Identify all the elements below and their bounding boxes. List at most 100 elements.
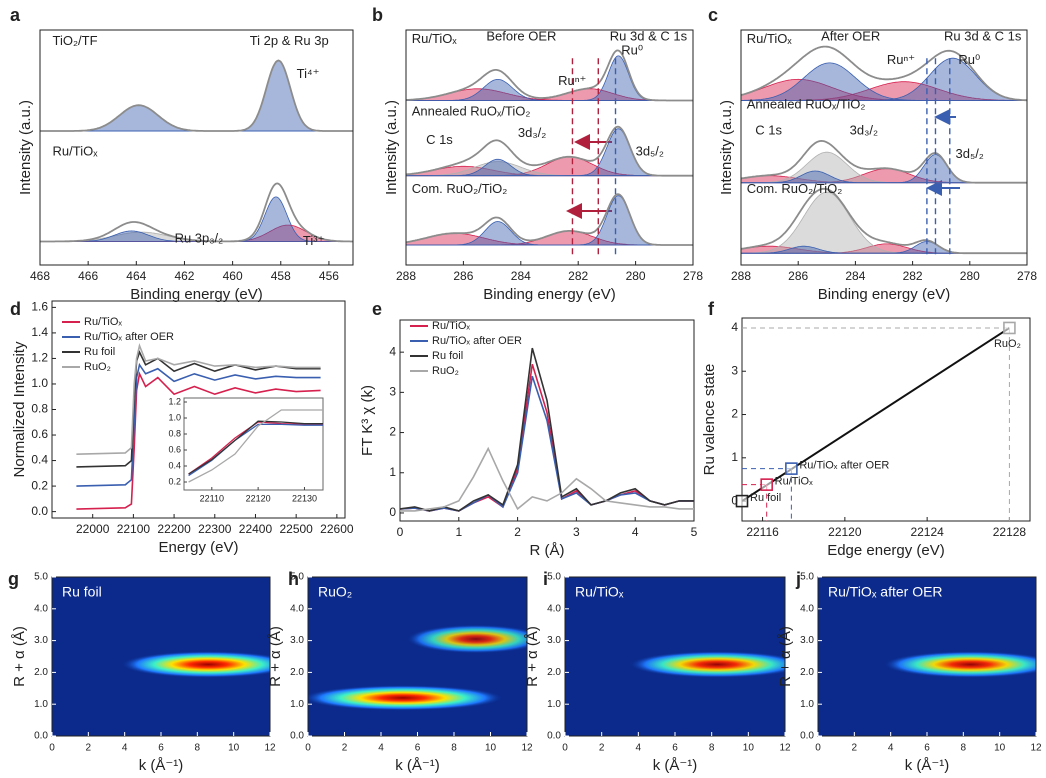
inset-y-tick-label: 1.0 xyxy=(168,412,181,422)
y-tick-label: 0.0 xyxy=(547,731,561,742)
x-tick-label: 8 xyxy=(961,743,967,754)
x-tick-label: 4 xyxy=(636,743,642,754)
y-tick-label: 2.0 xyxy=(290,667,304,678)
intensity-blob xyxy=(121,651,270,678)
x-tick-label: 10 xyxy=(228,743,240,754)
y-tick-label: 0.2 xyxy=(31,478,48,492)
y-tick-label: 1.0 xyxy=(31,376,48,390)
inset-y-tick-label: 0.2 xyxy=(168,476,181,486)
annotation: Ru 3d & C 1s xyxy=(610,28,688,43)
y-axis-label: R + α (Å) xyxy=(777,626,794,687)
heatmap xyxy=(818,577,1036,736)
y-tick-label: 4.0 xyxy=(290,603,304,614)
annotation: Ru 3p₃/₂ xyxy=(175,231,224,246)
y-tick-label: 4.0 xyxy=(34,603,48,614)
y-tick-label: 0.8 xyxy=(31,402,48,416)
annotation: Com. RuO₂/TiO₂ xyxy=(747,181,843,196)
annotation: 3d₃/₂ xyxy=(850,122,878,137)
heatmap xyxy=(565,577,785,736)
x-axis-label: R (Å) xyxy=(530,542,565,559)
x-tick-label: 284 xyxy=(511,269,531,283)
annotation: Ru/TiOₓ xyxy=(747,31,793,46)
x-tick-label: 1 xyxy=(455,525,462,539)
annotation: Ru/TiOₓ xyxy=(412,31,458,46)
data-point xyxy=(760,478,773,491)
legend-label: Ru/TiOₓ after OER xyxy=(432,335,522,347)
x-tick-label: 5 xyxy=(691,525,698,539)
y-axis-label: R + α (Å) xyxy=(267,626,284,687)
x-tick-label: 12 xyxy=(264,743,276,754)
x-tick-label: 0 xyxy=(49,743,55,754)
annotation: Ti³⁺ xyxy=(303,233,325,248)
panel-label: j xyxy=(795,569,801,589)
annotation: Ti 2p & Ru 3p xyxy=(250,33,329,48)
y-tick-label: 1.0 xyxy=(800,699,814,710)
x-tick-label: 22200 xyxy=(157,522,191,536)
x-tick-label: 12 xyxy=(521,743,533,754)
x-tick-label: 2 xyxy=(599,743,605,754)
y-tick-label: 1.4 xyxy=(31,325,48,339)
y-tick-label: 1.0 xyxy=(290,699,304,710)
y-tick-label: 5.0 xyxy=(800,572,814,583)
x-tick-label: 0 xyxy=(397,525,404,539)
legend-label: Ru foil xyxy=(84,346,115,358)
series-line xyxy=(76,371,321,510)
y-tick-label: 1.2 xyxy=(31,351,48,365)
y-tick-label: 1.0 xyxy=(34,699,48,710)
spectrum-envelope xyxy=(405,125,693,177)
point-label: Ru/TiOₓ after OER xyxy=(799,460,889,472)
x-tick-label: 22500 xyxy=(279,522,313,536)
x-tick-label: 460 xyxy=(223,269,243,283)
x-tick-label: 288 xyxy=(396,269,416,283)
y-tick-label: 2.0 xyxy=(547,667,561,678)
x-tick-label: 462 xyxy=(174,269,194,283)
x-axis-label: Binding energy (eV) xyxy=(818,286,951,303)
intensity-blob xyxy=(406,624,527,654)
series-line xyxy=(76,343,321,455)
annotation: Ru⁰ xyxy=(621,43,643,58)
x-tick-label: 10 xyxy=(743,743,755,754)
plot-frame xyxy=(740,29,1028,266)
y-tick-label: 2 xyxy=(731,407,738,421)
annotation: 3d₅/₂ xyxy=(956,146,984,161)
y-axis-label: Normalized Intensity xyxy=(11,341,28,477)
x-tick-label: 0 xyxy=(815,743,821,754)
point-label: Ru/TiOₓ xyxy=(775,476,813,488)
heatmap xyxy=(52,577,270,736)
x-tick-label: 458 xyxy=(271,269,291,283)
x-tick-label: 456 xyxy=(319,269,339,283)
map-title: Ru/TiOₓ after OER xyxy=(828,584,943,600)
panel-label: g xyxy=(8,569,19,589)
x-tick-label: 280 xyxy=(960,269,980,283)
map-title: Ru foil xyxy=(62,584,102,600)
inset-frame xyxy=(183,397,324,491)
y-tick-label: 0.0 xyxy=(31,504,48,518)
y-tick-label: 0.0 xyxy=(34,731,48,742)
x-tick-label: 278 xyxy=(1017,269,1037,283)
y-tick-label: 0 xyxy=(389,505,396,519)
point-label: Ru foil xyxy=(750,492,781,504)
y-tick-label: 1.6 xyxy=(31,300,48,314)
x-tick-label: 6 xyxy=(924,743,930,754)
annotation: Ti⁴⁺ xyxy=(297,66,320,81)
fit-component xyxy=(741,57,1028,101)
series-line xyxy=(188,409,323,483)
x-tick-label: 286 xyxy=(788,269,808,283)
y-axis-label: Ru valence state xyxy=(701,364,718,476)
annotation: 3d₅/₂ xyxy=(636,144,664,159)
x-tick-label: 22300 xyxy=(198,522,232,536)
x-axis-label: Energy (eV) xyxy=(158,539,238,556)
x-tick-label: 466 xyxy=(78,269,98,283)
y-axis-label: Intensity (a.u.) xyxy=(383,100,400,195)
map-title: RuO₂ xyxy=(318,584,352,600)
panel-label: h xyxy=(288,569,299,589)
plot-frame xyxy=(741,317,1031,522)
x-tick-label: 4 xyxy=(122,743,128,754)
y-tick-label: 3 xyxy=(389,385,396,399)
y-tick-label: 0.0 xyxy=(290,731,304,742)
x-tick-label: 286 xyxy=(453,269,473,283)
spectrum-envelope xyxy=(40,59,353,132)
inset-x-tick-label: 22110 xyxy=(200,493,224,503)
panel-label: i xyxy=(543,569,548,589)
